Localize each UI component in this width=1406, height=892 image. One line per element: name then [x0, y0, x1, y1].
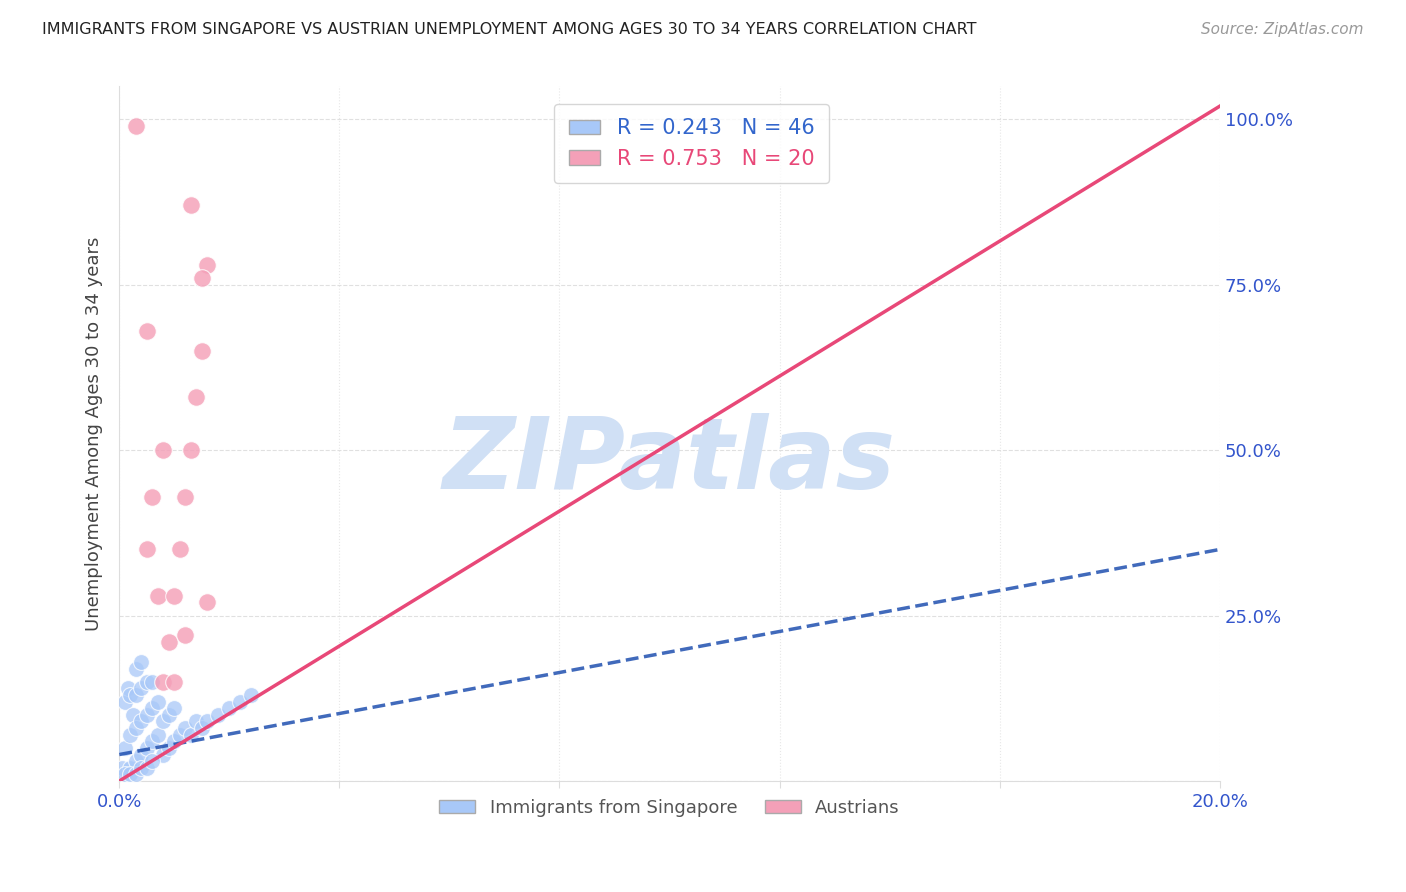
Point [152, 443, 174, 458]
Point [163, 734, 186, 748]
Text: Source: ZipAtlas.com: Source: ZipAtlas.com [1201, 22, 1364, 37]
Text: IMMIGRANTS FROM SINGAPORE VS AUSTRIAN UNEMPLOYMENT AMONG AGES 30 TO 34 YEARS COR: IMMIGRANTS FROM SINGAPORE VS AUSTRIAN UN… [42, 22, 977, 37]
Point [129, 714, 152, 729]
Point [117, 681, 139, 696]
Point [240, 688, 263, 702]
Point [207, 707, 229, 722]
Point [135, 674, 157, 689]
Point [174, 628, 197, 642]
Point [111, 761, 134, 775]
Point [180, 443, 202, 458]
Point [157, 635, 180, 649]
Legend: Immigrants from Singapore, Austrians: Immigrants from Singapore, Austrians [432, 791, 907, 824]
Point [135, 707, 157, 722]
Point [152, 747, 174, 762]
Point [141, 701, 163, 715]
Point [114, 767, 136, 781]
Point [135, 761, 157, 775]
Point [129, 761, 152, 775]
Point [135, 740, 157, 755]
Point [163, 701, 186, 715]
Point [163, 674, 186, 689]
Point [195, 258, 218, 272]
Point [141, 490, 163, 504]
Point [120, 688, 142, 702]
Point [125, 688, 148, 702]
Point [180, 198, 202, 212]
Point [191, 343, 214, 358]
Point [169, 542, 191, 557]
Point [174, 490, 197, 504]
Point [114, 740, 136, 755]
Point [146, 695, 169, 709]
Point [141, 734, 163, 748]
Point [218, 701, 240, 715]
Point [141, 754, 163, 768]
Point [186, 390, 208, 404]
Y-axis label: Unemployment Among Ages 30 to 34 years: Unemployment Among Ages 30 to 34 years [86, 236, 103, 631]
Point [125, 767, 148, 781]
Point [229, 695, 252, 709]
Point [174, 721, 197, 735]
Point [122, 707, 145, 722]
Point [157, 707, 180, 722]
Point [195, 595, 218, 609]
Point [129, 681, 152, 696]
Point [125, 721, 148, 735]
Text: ZIPatlas: ZIPatlas [443, 413, 896, 510]
Point [120, 728, 142, 742]
Point [125, 661, 148, 675]
Point [120, 761, 142, 775]
Point [157, 740, 180, 755]
Point [152, 714, 174, 729]
Point [125, 119, 148, 133]
Point [146, 728, 169, 742]
Point [141, 674, 163, 689]
Point [186, 714, 208, 729]
Point [191, 271, 214, 285]
Point [114, 695, 136, 709]
Point [169, 728, 191, 742]
Point [163, 589, 186, 603]
Point [191, 721, 214, 735]
Point [195, 714, 218, 729]
Point [125, 754, 148, 768]
Point [152, 674, 174, 689]
Point [135, 542, 157, 557]
Point [135, 324, 157, 338]
Point [146, 589, 169, 603]
Point [120, 767, 142, 781]
Point [129, 655, 152, 669]
Point [180, 728, 202, 742]
Point [129, 747, 152, 762]
